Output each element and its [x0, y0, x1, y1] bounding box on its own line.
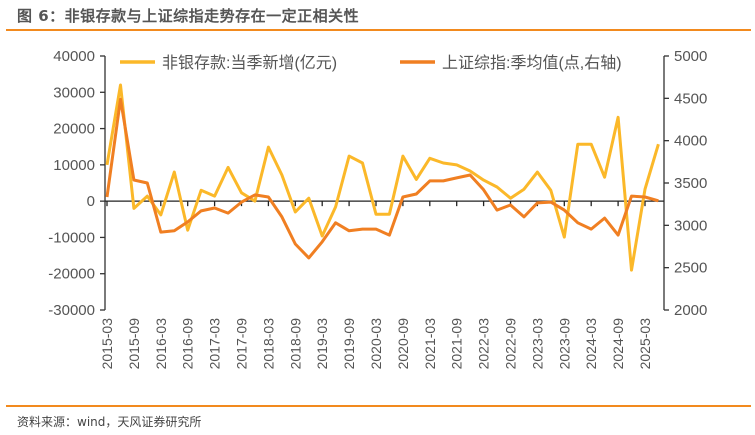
- x-tick-label: 2025-03: [637, 318, 653, 370]
- left-tick-label: 20000: [53, 121, 95, 138]
- legend-label: 非银存款:当季新增(亿元): [162, 54, 337, 72]
- x-tick-label: 2021-09: [449, 318, 465, 370]
- x-tick-label: 2024-09: [610, 318, 626, 370]
- right-tick-label: 2000: [674, 302, 707, 319]
- x-tick-label: 2018-03: [260, 318, 276, 370]
- left-tick-label: 0: [87, 193, 95, 210]
- x-tick-label: 2024-03: [583, 318, 599, 370]
- right-tick-label: 3500: [674, 175, 707, 192]
- title-divider: [6, 29, 751, 31]
- x-tick-label: 2015-09: [126, 318, 142, 370]
- x-tick-label: 2023-09: [556, 318, 572, 370]
- series-line-1: [105, 83, 660, 272]
- left-tick-label: -30000: [48, 302, 95, 319]
- source-note: 资料来源：wind，天风证券研究所: [17, 415, 202, 429]
- right-tick-label: 4500: [674, 90, 707, 107]
- x-tick-label: 2022-03: [476, 318, 492, 370]
- left-tick-label: -20000: [48, 266, 95, 283]
- figure-title: 图 6：非银存款与上证综指走势存在一定正相关性: [17, 7, 360, 25]
- right-tick-label: 3000: [674, 217, 707, 234]
- source-divider: [6, 405, 751, 407]
- x-tick-label: 2017-09: [234, 318, 250, 370]
- series-line-2: [105, 97, 659, 260]
- x-tick-label: 2020-03: [368, 318, 384, 370]
- x-tick-label: 2017-03: [207, 318, 223, 370]
- left-tick-label: 10000: [53, 157, 95, 174]
- x-tick-label: 2016-03: [153, 318, 169, 370]
- right-tick-label: 2500: [674, 260, 707, 277]
- x-tick-label: 2018-09: [287, 318, 303, 370]
- x-tick-label: 2016-09: [180, 318, 196, 370]
- x-tick-label: 2019-03: [314, 318, 330, 370]
- left-tick-label: -10000: [48, 229, 95, 246]
- left-tick-label: 30000: [53, 84, 95, 101]
- x-tick-label: 2015-03: [99, 318, 115, 370]
- x-tick-label: 2020-09: [395, 318, 411, 370]
- legend-label: 上证综指:季均值(点,右轴): [442, 54, 622, 72]
- x-tick-label: 2021-03: [422, 318, 438, 370]
- x-tick-label: 2022-09: [503, 318, 519, 370]
- right-tick-label: 4000: [674, 133, 707, 150]
- x-tick-label: 2023-03: [529, 318, 545, 370]
- x-tick-label: 2019-09: [341, 318, 357, 370]
- right-tick-label: 5000: [674, 48, 707, 65]
- left-tick-label: 40000: [53, 48, 95, 65]
